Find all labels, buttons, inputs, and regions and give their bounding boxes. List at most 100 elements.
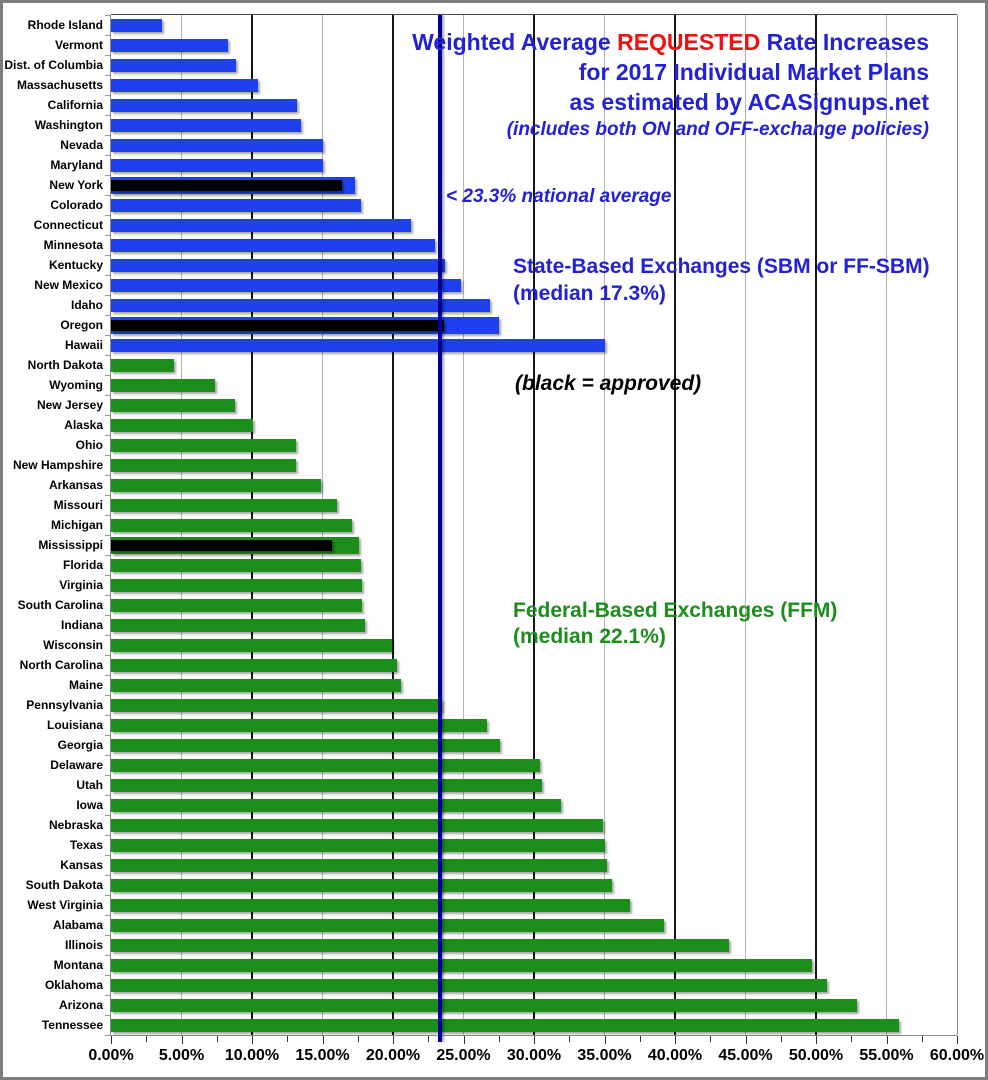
y-axis-tick-11 xyxy=(105,235,110,236)
row-label-massachusetts: Massachusetts xyxy=(16,78,103,92)
x-axis-label-60: 60.00% xyxy=(929,1047,985,1064)
row-label-arkansas: Arkansas xyxy=(48,478,103,492)
row-label-south-dakota: South Dakota xyxy=(25,878,103,892)
y-axis-tick-1 xyxy=(105,35,110,36)
x-axis-tick xyxy=(287,1036,289,1042)
bar-arkansas xyxy=(111,478,322,492)
row-label-missouri: Missouri xyxy=(53,498,103,512)
gridline-major-40 xyxy=(674,15,676,1035)
y-axis-tick-43 xyxy=(105,875,110,876)
y-axis-tick-5 xyxy=(105,115,110,116)
x-axis-tick xyxy=(886,1036,888,1044)
row-label-tennessee: Tennessee xyxy=(41,1018,103,1032)
row-label-mississippi: Mississippi xyxy=(38,538,103,552)
row-label-dist-of-columbia: Dist. of Columbia xyxy=(4,58,103,72)
y-axis-tick-49 xyxy=(105,995,110,996)
black-approved-note: (black = approved) xyxy=(515,372,702,395)
y-axis-tick-34 xyxy=(105,695,110,696)
y-axis-tick-19 xyxy=(105,395,110,396)
row-label-new-jersey: New Jersey xyxy=(36,398,103,412)
row-label-virginia: Virginia xyxy=(59,578,103,592)
bar-south-carolina xyxy=(111,598,362,612)
row-label-new-hampshire: New Hampshire xyxy=(12,458,103,472)
national-average-line xyxy=(437,15,442,1042)
y-axis-tick-39 xyxy=(105,795,110,796)
bar-wisconsin xyxy=(111,638,392,652)
bar-tennessee xyxy=(111,1018,900,1032)
x-axis-tick xyxy=(780,1036,782,1042)
x-axis-tick xyxy=(463,1036,465,1044)
row-label-kentucky: Kentucky xyxy=(48,258,103,272)
bar-ohio xyxy=(111,438,296,452)
chart-title-line1-post: Rate Increases xyxy=(760,29,929,55)
row-label-iowa: Iowa xyxy=(76,798,103,812)
bar-north-dakota xyxy=(111,358,175,372)
row-label-oklahoma: Oklahoma xyxy=(44,978,103,992)
approved-bar-new-york xyxy=(111,179,343,191)
x-axis-tick xyxy=(181,1036,183,1044)
gridline-major-20 xyxy=(392,15,394,1035)
approved-bar-oregon xyxy=(111,319,444,331)
gridline-minor-35 xyxy=(604,15,605,1035)
row-label-vermont: Vermont xyxy=(54,38,103,52)
bar-rhode-island xyxy=(111,18,162,32)
sbm-group-median: (median 17.3%) xyxy=(513,282,666,305)
chart-title-line1: Weighted Average REQUESTED Rate Increase… xyxy=(412,27,929,57)
x-axis-tick xyxy=(957,1036,958,1044)
y-axis-tick-29 xyxy=(105,595,110,596)
y-axis-tick-38 xyxy=(105,775,110,776)
x-axis-tick xyxy=(428,1036,430,1042)
bar-wyoming xyxy=(111,378,216,392)
y-axis-tick-4 xyxy=(105,95,110,96)
y-axis-tick-44 xyxy=(105,895,110,896)
y-axis-tick-0 xyxy=(105,15,110,16)
bar-california xyxy=(111,98,298,112)
x-axis-tick xyxy=(322,1036,324,1044)
chart-title-requested-word: REQUESTED xyxy=(617,29,761,55)
bar-virginia xyxy=(111,578,362,592)
x-axis-tick xyxy=(639,1036,641,1042)
bar-nevada xyxy=(111,138,323,152)
x-axis-tick xyxy=(357,1036,359,1042)
row-label-north-carolina: North Carolina xyxy=(19,658,103,672)
y-axis-tick-16 xyxy=(105,335,110,336)
bar-alaska xyxy=(111,418,254,432)
y-axis-tick-24 xyxy=(105,495,110,496)
y-axis-tick-20 xyxy=(105,415,110,416)
row-label-louisiana: Louisiana xyxy=(46,718,103,732)
gridline-major-50 xyxy=(815,15,817,1035)
y-axis-tick-3 xyxy=(105,75,110,76)
x-axis-tick xyxy=(675,1036,676,1044)
x-axis-label-55: 55.00% xyxy=(859,1047,914,1064)
bar-new-jersey xyxy=(111,398,236,412)
y-axis-tick-50 xyxy=(105,1015,110,1016)
chart-title-line3: as estimated by ACASignups.net xyxy=(569,89,929,115)
bar-colorado xyxy=(111,198,361,212)
gridline-minor-55 xyxy=(886,15,887,1035)
bar-minnesota xyxy=(111,238,436,252)
row-label-idaho: Idaho xyxy=(71,298,103,312)
x-axis-label-40: 40.00% xyxy=(647,1047,703,1064)
bar-washington xyxy=(111,118,302,132)
bar-georgia xyxy=(111,738,501,752)
sbm-group-label-line1: State-Based Exchanges (SBM or FF-SBM) xyxy=(513,255,930,278)
y-axis-tick-12 xyxy=(105,255,110,256)
bar-dist-of-columbia xyxy=(111,58,237,72)
bar-arizona xyxy=(111,998,857,1012)
y-axis-tick-6 xyxy=(105,135,110,136)
row-label-alaska: Alaska xyxy=(64,418,103,432)
y-axis-tick-33 xyxy=(105,675,110,676)
row-label-maine: Maine xyxy=(68,678,103,692)
bar-connecticut xyxy=(111,218,412,232)
y-axis-tick-25 xyxy=(105,515,110,516)
row-label-alabama: Alabama xyxy=(52,918,103,932)
x-axis-tick xyxy=(745,1036,747,1044)
y-axis-tick-2 xyxy=(105,55,110,56)
row-label-minnesota: Minnesota xyxy=(43,238,103,252)
ffm-group-median: (median 22.1%) xyxy=(513,625,666,648)
bar-idaho xyxy=(111,298,491,312)
bar-maryland xyxy=(111,158,323,172)
y-axis-tick-48 xyxy=(105,975,110,976)
y-axis-tick-18 xyxy=(105,375,110,376)
